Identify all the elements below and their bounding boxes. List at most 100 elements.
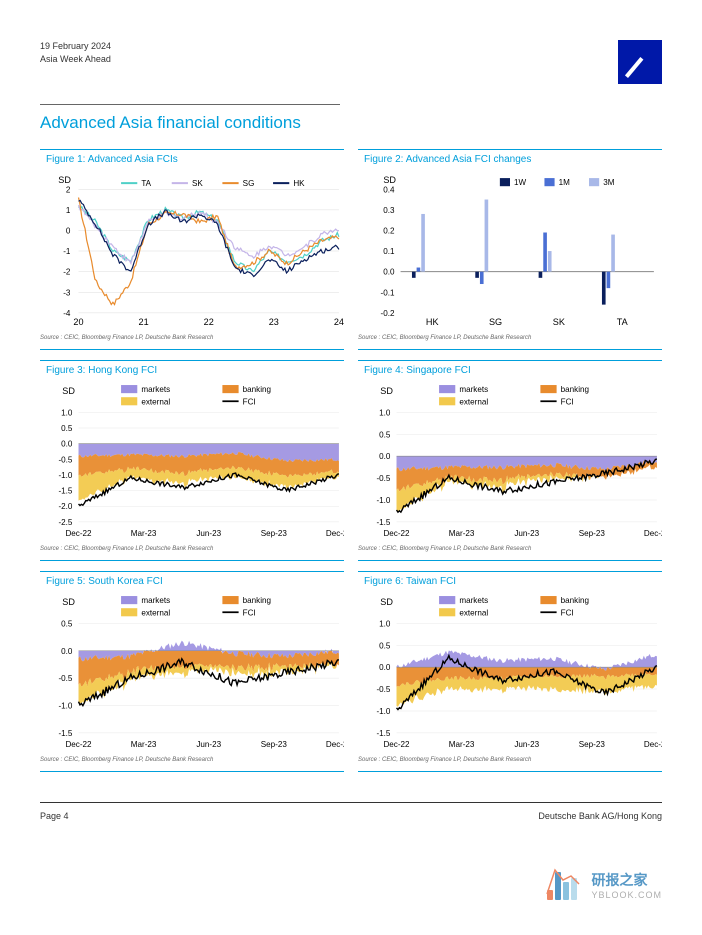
- svg-text:Sep-23: Sep-23: [579, 529, 606, 538]
- svg-text:0.0: 0.0: [383, 268, 395, 277]
- footer-source: Deutsche Bank AG/Hong Kong: [538, 811, 662, 821]
- svg-text:1.0: 1.0: [379, 409, 391, 418]
- svg-text:banking: banking: [561, 385, 589, 394]
- svg-text:0.0: 0.0: [379, 452, 391, 461]
- svg-text:23: 23: [269, 317, 279, 327]
- svg-text:SD: SD: [380, 597, 393, 607]
- svg-text:Dec-23: Dec-23: [326, 740, 344, 749]
- svg-text:Mar-23: Mar-23: [449, 740, 475, 749]
- svg-text:HK: HK: [293, 179, 305, 188]
- svg-text:2: 2: [66, 185, 71, 194]
- svg-text:FCI: FCI: [243, 609, 256, 618]
- watermark-url: YBLOOK.COM: [591, 890, 662, 900]
- svg-text:SD: SD: [62, 386, 75, 396]
- svg-text:banking: banking: [243, 596, 271, 605]
- footer-page: Page 4: [40, 811, 69, 821]
- svg-text:-0.2: -0.2: [381, 309, 395, 318]
- svg-text:-1.5: -1.5: [58, 487, 72, 496]
- fig4-chart: SDmarketsbankingexternalFCI-1.5-1.0-0.50…: [358, 382, 662, 544]
- brand-logo: [618, 40, 662, 84]
- svg-text:-0.5: -0.5: [376, 685, 390, 694]
- svg-text:Mar-23: Mar-23: [449, 529, 475, 538]
- svg-text:HK: HK: [426, 317, 439, 327]
- svg-text:3M: 3M: [603, 178, 615, 187]
- fig3-chart: SDmarketsbankingexternalFCI-2.5-2.0-1.5-…: [40, 382, 344, 544]
- svg-text:1.0: 1.0: [61, 409, 73, 418]
- fig1-title: Figure 1: Advanced Asia FCIs: [40, 149, 344, 169]
- svg-text:-2.0: -2.0: [58, 502, 72, 511]
- svg-text:-0.5: -0.5: [58, 674, 72, 683]
- svg-text:FCI: FCI: [561, 609, 574, 618]
- svg-text:external: external: [459, 397, 488, 406]
- svg-text:Dec-23: Dec-23: [644, 740, 662, 749]
- svg-text:SD: SD: [58, 175, 71, 185]
- fig5-title: Figure 5: South Korea FCI: [40, 571, 344, 591]
- svg-text:markets: markets: [459, 596, 488, 605]
- svg-text:1: 1: [66, 206, 71, 215]
- svg-text:-0.5: -0.5: [58, 455, 72, 464]
- svg-text:Jun-23: Jun-23: [514, 529, 539, 538]
- fig2-source: Source : CEIC, Bloomberg Finance LP, Deu…: [358, 335, 662, 350]
- fig4-source: Source : CEIC, Bloomberg Finance LP, Deu…: [358, 546, 662, 561]
- svg-text:TA: TA: [141, 179, 151, 188]
- svg-text:Dec-22: Dec-22: [65, 529, 92, 538]
- svg-text:FCI: FCI: [243, 397, 256, 406]
- svg-text:SD: SD: [62, 597, 75, 607]
- svg-text:banking: banking: [243, 385, 271, 394]
- svg-text:0.0: 0.0: [379, 663, 391, 672]
- svg-text:Sep-23: Sep-23: [261, 740, 288, 749]
- fig1-chart: SD TASKSGHK -4-3-2-1012 2021222324: [40, 171, 344, 333]
- svg-text:-0.5: -0.5: [376, 474, 390, 483]
- fig1-source: Source : CEIC, Bloomberg Finance LP, Deu…: [40, 335, 344, 350]
- svg-text:markets: markets: [141, 596, 170, 605]
- svg-text:-0.1: -0.1: [381, 288, 395, 297]
- svg-text:-1.5: -1.5: [376, 518, 390, 527]
- svg-text:21: 21: [139, 317, 149, 327]
- svg-text:0: 0: [66, 226, 71, 235]
- svg-text:-1.0: -1.0: [376, 707, 390, 716]
- svg-text:Jun-23: Jun-23: [196, 740, 221, 749]
- svg-text:Dec-22: Dec-22: [383, 529, 410, 538]
- svg-text:0.4: 0.4: [383, 185, 395, 194]
- svg-text:SG: SG: [243, 179, 255, 188]
- svg-text:0.2: 0.2: [383, 226, 395, 235]
- header-rule: [40, 104, 340, 105]
- svg-text:0.1: 0.1: [383, 247, 395, 256]
- svg-text:1M: 1M: [559, 178, 571, 187]
- svg-text:SK: SK: [553, 317, 565, 327]
- svg-text:Dec-23: Dec-23: [326, 529, 344, 538]
- fig4-title: Figure 4: Singapore FCI: [358, 360, 662, 380]
- svg-text:-1.0: -1.0: [58, 471, 72, 480]
- fig3-title: Figure 3: Hong Kong FCI: [40, 360, 344, 380]
- figure-1: Figure 1: Advanced Asia FCIs SD TA SK SG HK…: [40, 149, 344, 350]
- svg-text:Mar-23: Mar-23: [131, 529, 157, 538]
- svg-text:Sep-23: Sep-23: [261, 529, 288, 538]
- svg-text:markets: markets: [141, 385, 170, 394]
- svg-text:0.5: 0.5: [61, 620, 73, 629]
- svg-text:-1.5: -1.5: [58, 729, 72, 738]
- fig5-source: Source : CEIC, Bloomberg Finance LP, Deu…: [40, 757, 344, 772]
- svg-text:-1.5: -1.5: [376, 729, 390, 738]
- watermark: 研报之家 YBLOOK.COM: [547, 870, 662, 900]
- figure-3: Figure 3: Hong Kong FCI SD markets banking…: [40, 360, 344, 561]
- svg-text:0.0: 0.0: [61, 647, 73, 656]
- svg-text:0.0: 0.0: [61, 440, 73, 449]
- fig2-chart: SD 1W1M3M -0.2-0.10.00.10.20.30.4 HKSGSK…: [358, 171, 662, 333]
- svg-text:external: external: [141, 397, 170, 406]
- figure-5: Figure 5: South Korea FCI SD markets banki…: [40, 571, 344, 772]
- svg-text:TA: TA: [617, 317, 629, 327]
- svg-text:-1: -1: [63, 247, 71, 256]
- svg-text:0.5: 0.5: [379, 642, 391, 651]
- svg-text:0.3: 0.3: [383, 206, 395, 215]
- fig6-title: Figure 6: Taiwan FCI: [358, 571, 662, 591]
- svg-text:20: 20: [73, 317, 83, 327]
- svg-text:SG: SG: [489, 317, 502, 327]
- svg-text:external: external: [141, 609, 170, 618]
- figure-6: Figure 6: Taiwan FCI SDmarketsbankingext…: [358, 571, 662, 772]
- svg-text:-2: -2: [63, 268, 71, 277]
- page-title: Advanced Asia financial conditions: [40, 113, 662, 133]
- svg-text:Dec-22: Dec-22: [383, 740, 410, 749]
- svg-text:SK: SK: [192, 179, 203, 188]
- svg-text:-1.0: -1.0: [58, 702, 72, 711]
- fig2-title: Figure 2: Advanced Asia FCI changes: [358, 149, 662, 169]
